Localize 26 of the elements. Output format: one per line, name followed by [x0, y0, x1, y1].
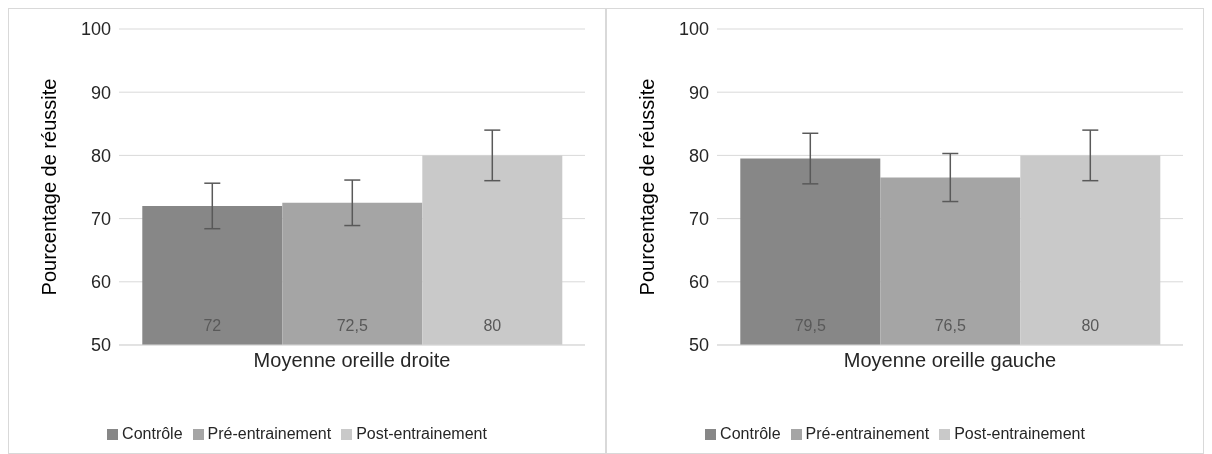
- data-label: 80: [1081, 317, 1100, 334]
- legend-label: Contrôle: [122, 425, 183, 442]
- legend-label: Pré-entrainement: [207, 425, 332, 442]
- y-tick-label: 50: [688, 335, 709, 356]
- y-tick-label: 70: [90, 208, 111, 229]
- data-label: 80: [483, 317, 502, 334]
- y-axis-title: Pourcentage de réussite: [38, 78, 61, 296]
- y-tick-label: 90: [90, 82, 111, 103]
- y-tick-label: 50: [90, 335, 111, 356]
- legend-label: Pré-entrainement: [805, 425, 930, 442]
- y-tick-label: 60: [90, 272, 111, 293]
- x-tick-label: Moyenne oreille gauche: [843, 349, 1057, 372]
- y-tick-label: 100: [678, 19, 709, 40]
- y-tick-label: 70: [688, 208, 709, 229]
- data-label: 72,5: [336, 317, 368, 334]
- y-tick-label: 90: [688, 82, 709, 103]
- legend-label: Post-entrainement: [954, 425, 1085, 442]
- y-tick-label: 100: [80, 19, 111, 40]
- y-tick-label: 80: [90, 145, 111, 166]
- legend-label: Post-entrainement: [356, 425, 487, 442]
- x-tick-label: Moyenne oreille droite: [253, 349, 451, 372]
- y-tick-label: 60: [688, 272, 709, 293]
- y-axis-title: Pourcentage de réussite: [636, 78, 659, 296]
- legend-label: Contrôle: [720, 425, 781, 442]
- y-tick-label: 80: [688, 145, 709, 166]
- data-label: 76,5: [934, 317, 966, 334]
